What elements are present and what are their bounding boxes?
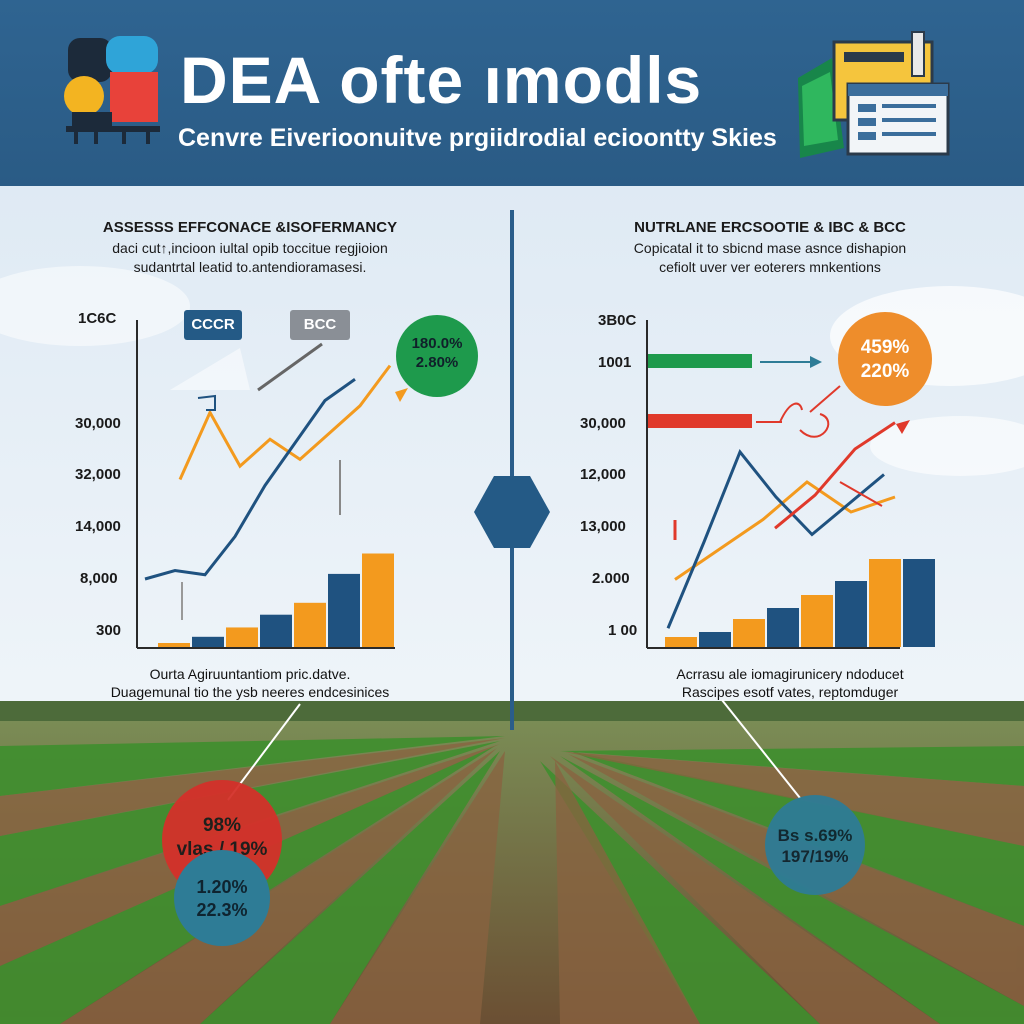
right-line-orange xyxy=(674,480,896,581)
right-ytick-1: 1001 xyxy=(598,354,632,371)
right-bar-1 xyxy=(699,632,731,647)
left-badge-line2: 2.80% xyxy=(415,353,459,371)
left-bar-1 xyxy=(192,636,224,647)
right-bar-5 xyxy=(835,581,867,647)
right-caption-1: Acrrasu ale iomagirunicery ndoducet xyxy=(676,666,904,682)
right-green-bar xyxy=(648,354,752,368)
left-line-orange xyxy=(178,364,392,481)
right-caption-2: Rascipes esotf vates, reptomduger xyxy=(681,684,899,700)
left-teal-bubble: 1.20% 22.3% xyxy=(174,850,270,946)
left-bar-4 xyxy=(294,602,326,647)
right-red-bar xyxy=(648,414,752,428)
right-panel-desc-1: Copicatal it to sbicnd mase asnce dishap… xyxy=(633,240,907,256)
right-badge-line1: 459% xyxy=(860,337,910,358)
left-caption-1: Ourta Agiruuntantiom pric.datve. xyxy=(149,666,351,682)
right-line-navy xyxy=(666,449,885,629)
left-green-badge: 180.0% 2.80% xyxy=(396,315,478,397)
right-bar-3 xyxy=(767,608,799,647)
left-bar-5 xyxy=(328,573,360,647)
right-red-arrowhead xyxy=(896,420,910,434)
left-connector-line xyxy=(257,342,323,392)
page-title: DEA ofte ımodls xyxy=(180,43,703,117)
left-ytick-0: 1C6C xyxy=(78,310,117,327)
right-ytick-3: 12,000 xyxy=(580,466,626,483)
center-diamond xyxy=(474,476,550,548)
right-ytick-6: 1 00 xyxy=(608,622,638,639)
header-banner: DEA ofte ımodls Cenvre Eiverioonuitve pr… xyxy=(0,0,1024,186)
left-ytick-1: 30,000 xyxy=(75,415,121,432)
right-chart xyxy=(646,320,935,649)
right-ytick-4: 13,000 xyxy=(580,518,626,535)
left-caption-2: Duagemunal tio the ysb neeres endcesinic… xyxy=(110,684,390,700)
left-teal-bubble-line1: 1.20% xyxy=(196,877,248,897)
page-subtitle: Cenvre Eiverioonuitve prgiidrodial ecioo… xyxy=(178,124,777,152)
right-bar-6 xyxy=(869,559,901,647)
right-line-red xyxy=(774,421,896,530)
left-line-navy xyxy=(144,378,356,581)
right-bar-0 xyxy=(665,637,697,647)
right-panel-title: NUTRLANE ERCSOOTIE & IBC & BCC xyxy=(634,219,906,236)
left-panel-desc-2: sudantrtal leatid to.antendioramasesi. xyxy=(133,259,367,275)
right-bar-4 xyxy=(801,595,833,647)
people-icon xyxy=(64,36,160,144)
left-ytick-2: 32,000 xyxy=(75,466,121,483)
right-ytick-0: 3B0C xyxy=(598,312,637,329)
left-panel-title: ASSESSS EFFCONACE &ISOFERMANCY xyxy=(102,219,398,236)
left-teal-bubble-line2: 22.3% xyxy=(196,899,248,920)
document-chart-icon xyxy=(798,31,950,158)
left-badge-line1: 180.0% xyxy=(411,335,463,352)
left-bracket-icon xyxy=(197,394,216,411)
right-panel-desc-2: cefiolt uver ver eoterers mnkentions xyxy=(659,259,881,275)
left-tag-bcc: BCC xyxy=(290,310,350,340)
left-bar-3 xyxy=(260,614,292,647)
right-bar-2 xyxy=(733,619,765,647)
right-orange-badge: 459% 220% xyxy=(838,312,932,406)
right-bar-7 xyxy=(903,559,935,647)
right-teal-bubble-line1: Bs s.69% xyxy=(777,826,853,845)
left-ytick-4: 8,000 xyxy=(80,570,118,587)
left-chart xyxy=(136,320,408,649)
left-bar-6 xyxy=(362,553,394,647)
left-orange-arrowhead xyxy=(395,388,408,402)
left-red-bubble-line1: 98% xyxy=(202,815,242,836)
right-badge-line2: 220% xyxy=(860,360,910,382)
left-bar-2 xyxy=(226,627,258,647)
right-ytick-2: 30,000 xyxy=(580,415,626,432)
right-teal-bubble-line2: 197/19% xyxy=(781,847,849,867)
left-bar-0 xyxy=(158,643,190,647)
left-panel-desc-1: daci cut↑,incioon iultal opib toccitue r… xyxy=(112,240,388,256)
right-teal-bubble: Bs s.69% 197/19% xyxy=(765,795,865,895)
left-ytick-3: 14,000 xyxy=(75,518,121,535)
left-ytick-5: 300 xyxy=(96,622,122,639)
center-divider xyxy=(510,210,514,730)
right-ytick-5: 2.000 xyxy=(592,570,630,587)
bubble-connectors xyxy=(227,699,801,801)
left-tag-cccr: CCCR xyxy=(184,310,242,340)
